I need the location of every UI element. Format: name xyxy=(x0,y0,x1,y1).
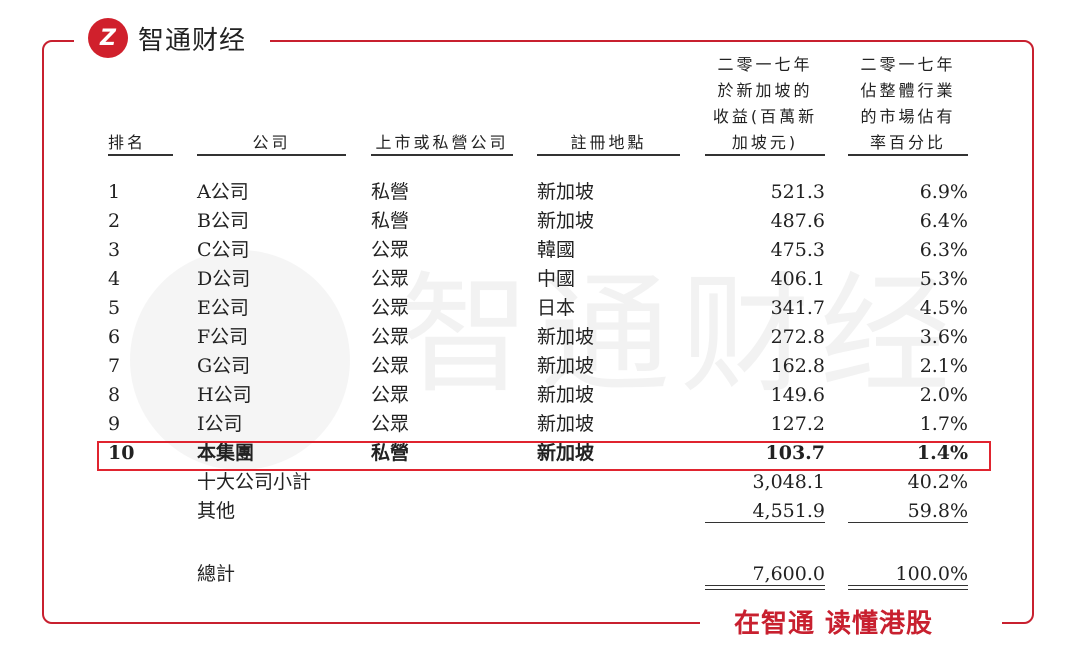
header-line: 率百分比 xyxy=(869,133,946,152)
revenue-cell: 406.1 xyxy=(770,268,825,290)
company-cell: E公司 xyxy=(197,297,249,319)
share-cell: 6.3% xyxy=(919,239,968,261)
summary-revenue: 3,048.1 xyxy=(752,471,825,493)
revenue-cell: 487.6 xyxy=(770,210,825,232)
company-cell: B公司 xyxy=(197,210,249,232)
header-line: 加坡元) xyxy=(731,133,799,152)
revenue-cell: 149.6 xyxy=(770,384,825,406)
location-cell: 日本 xyxy=(537,297,576,319)
share-cell: 6.4% xyxy=(919,210,968,232)
location-cell: 新加坡 xyxy=(537,442,595,464)
listed-cell: 公眾 xyxy=(371,413,410,435)
listed-cell: 公眾 xyxy=(371,384,410,406)
summary-share: 100.0% xyxy=(895,563,968,585)
summary-revenue: 4,551.9 xyxy=(752,500,825,522)
header-share: 二零一七年 佔整體行業 的市場佔有 率百分比 xyxy=(843,52,973,156)
company-cell: G公司 xyxy=(197,355,251,377)
brand-name: 智通财经 xyxy=(138,25,247,56)
rank-cell: 10 xyxy=(108,442,135,464)
location-cell: 韓國 xyxy=(537,239,576,261)
location-cell: 新加坡 xyxy=(537,210,595,232)
location-cell: 新加坡 xyxy=(537,413,595,435)
header-listed: 上市或私營公司 xyxy=(375,133,509,152)
revenue-cell: 162.8 xyxy=(770,355,825,377)
share-cell: 4.5% xyxy=(919,297,968,319)
company-cell: C公司 xyxy=(197,239,250,261)
company-cell: 本集團 xyxy=(197,442,255,464)
summary-share: 40.2% xyxy=(907,471,968,493)
share-cell: 3.6% xyxy=(919,326,968,348)
company-cell: A公司 xyxy=(197,181,249,203)
rank-cell: 3 xyxy=(108,239,121,261)
location-cell: 新加坡 xyxy=(537,355,595,377)
summary-label: 十大公司小計 xyxy=(197,471,312,493)
watermark: 智通财经 xyxy=(400,259,961,411)
header-line: 的市場佔有 xyxy=(860,107,956,126)
listed-cell: 公眾 xyxy=(371,268,410,290)
summary-revenue: 7,600.0 xyxy=(752,563,825,585)
listed-cell: 公眾 xyxy=(371,355,410,377)
location-cell: 新加坡 xyxy=(537,326,595,348)
revenue-cell: 521.3 xyxy=(770,181,825,203)
listed-cell: 公眾 xyxy=(371,297,410,319)
listed-cell: 私營 xyxy=(371,181,410,203)
location-cell: 中國 xyxy=(537,268,576,290)
location-cell: 新加坡 xyxy=(537,181,595,203)
watermark-logo xyxy=(130,250,350,470)
revenue-cell: 475.3 xyxy=(770,239,825,261)
rank-cell: 7 xyxy=(108,355,121,377)
header-line: 收益(百萬新 xyxy=(712,107,818,126)
header-rank: 排名 xyxy=(108,133,147,152)
highlight-box xyxy=(97,441,991,471)
share-cell: 5.3% xyxy=(919,268,968,290)
share-cell: 6.9% xyxy=(919,181,968,203)
listed-cell: 公眾 xyxy=(371,326,410,348)
header-line: 二零一七年 xyxy=(860,55,956,74)
header-location: 註冊地點 xyxy=(570,133,647,152)
frame-border xyxy=(42,40,1034,624)
slogan: 在智通 读懂港股 xyxy=(734,609,934,639)
share-cell: 2.0% xyxy=(919,384,968,406)
listed-cell: 私營 xyxy=(371,442,410,464)
rank-cell: 5 xyxy=(108,297,121,319)
share-cell: 1.7% xyxy=(919,413,968,435)
share-cell: 2.1% xyxy=(919,355,968,377)
rank-cell: 4 xyxy=(108,268,121,290)
revenue-cell: 341.7 xyxy=(770,297,825,319)
company-cell: D公司 xyxy=(197,268,251,290)
header-revenue: 二零一七年 於新加坡的 收益(百萬新 加坡元) xyxy=(700,52,830,156)
rank-cell: 2 xyxy=(108,210,121,232)
company-cell: I公司 xyxy=(197,413,243,435)
header-line: 佔整體行業 xyxy=(860,81,956,100)
company-cell: F公司 xyxy=(197,326,249,348)
summary-label: 總計 xyxy=(197,563,236,585)
company-cell: H公司 xyxy=(197,384,252,406)
share-cell: 1.4% xyxy=(916,442,968,464)
listed-cell: 公眾 xyxy=(371,239,410,261)
header-line: 二零一七年 xyxy=(717,55,813,74)
header-line: 於新加坡的 xyxy=(717,81,813,100)
rank-cell: 1 xyxy=(108,181,121,203)
header-company: 公司 xyxy=(252,133,291,152)
rank-cell: 8 xyxy=(108,384,121,406)
revenue-cell: 272.8 xyxy=(770,326,825,348)
rank-cell: 9 xyxy=(108,413,121,435)
summary-label: 其他 xyxy=(197,500,236,522)
revenue-cell: 103.7 xyxy=(765,442,826,464)
location-cell: 新加坡 xyxy=(537,384,595,406)
listed-cell: 私營 xyxy=(371,210,410,232)
revenue-cell: 127.2 xyxy=(770,413,825,435)
brand-logo: Z 智通财经 xyxy=(88,18,246,58)
logo-icon: Z xyxy=(88,18,128,58)
rank-cell: 6 xyxy=(108,326,121,348)
summary-share: 59.8% xyxy=(907,500,968,522)
